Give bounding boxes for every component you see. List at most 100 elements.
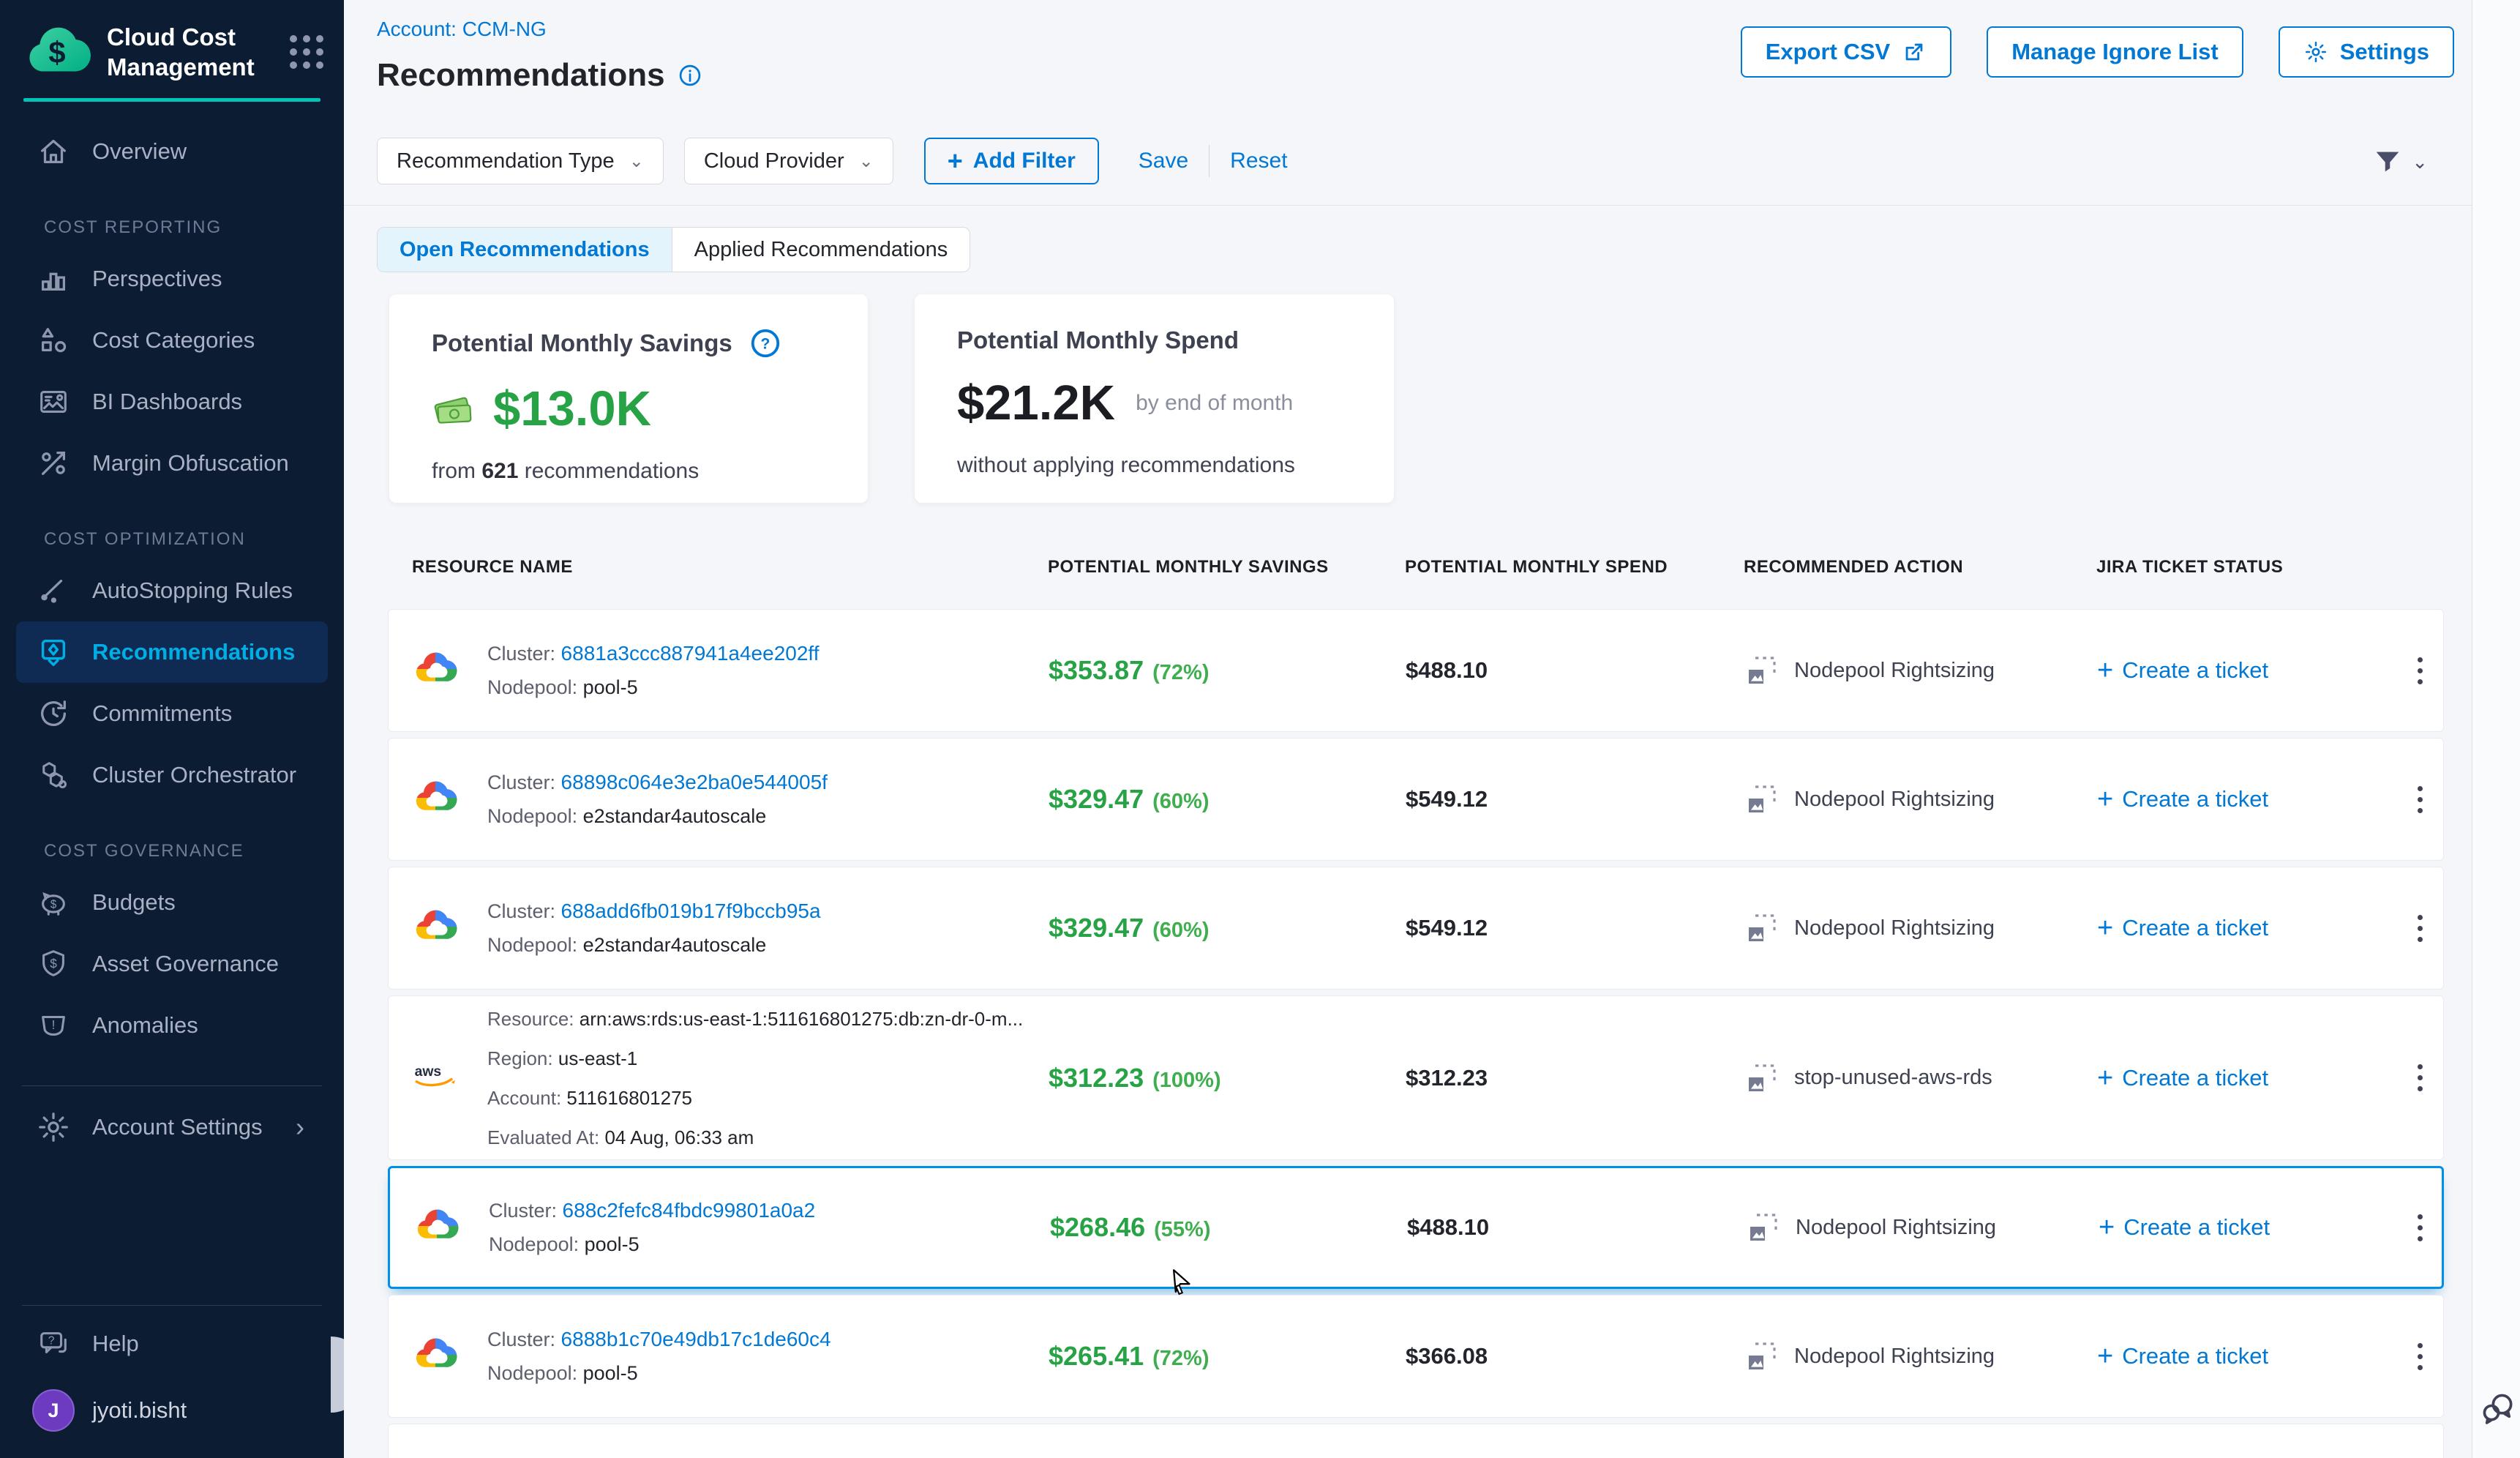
- home-icon: [41, 139, 66, 164]
- cloud-provider-dropdown[interactable]: Cloud Provider ⌄: [683, 138, 893, 184]
- resource-label: Nodepool:: [489, 1233, 580, 1255]
- clock-refresh-icon: [41, 700, 66, 726]
- row-menu-button[interactable]: [2406, 779, 2434, 820]
- settings-label: Settings: [2339, 39, 2429, 64]
- recommendation-type-dropdown[interactable]: Recommendation Type ⌄: [377, 138, 664, 184]
- sidebar-item-perspectives[interactable]: Perspectives: [0, 248, 344, 310]
- sidebar-item-recommendations[interactable]: Recommendations: [16, 621, 328, 683]
- tab-applied-recommendations[interactable]: Applied Recommendations: [694, 237, 948, 261]
- manage-ignore-list-button[interactable]: Manage Ignore List: [1987, 26, 2243, 78]
- module-grid-icon[interactable]: [290, 35, 323, 69]
- row-menu-button[interactable]: [2406, 1057, 2434, 1099]
- recommended-action-label: Nodepool Rightsizing: [1794, 916, 1995, 940]
- section-cost-optimization: COST OPTIMIZATION: [44, 529, 246, 549]
- question-icon[interactable]: ?: [749, 326, 782, 360]
- resource-label: Cluster:: [489, 1200, 558, 1222]
- chevron-down-icon: ⌄: [629, 151, 644, 171]
- sidebar-item-label: Overview: [92, 138, 187, 164]
- sidebar-item-bi-dashboards[interactable]: BI Dashboards: [0, 371, 344, 433]
- spend-amount: $366.08: [1406, 1343, 1488, 1369]
- row-menu-button[interactable]: [2406, 650, 2434, 692]
- resource-link[interactable]: 6888b1c70e49db17c1de60c4: [560, 1328, 831, 1350]
- sidebar-item-account-settings[interactable]: Account Settings ›: [0, 1096, 344, 1158]
- breadcrumb-account-link[interactable]: Account: CCM-NG: [377, 18, 547, 40]
- resource-label: Evaluated At:: [487, 1126, 600, 1148]
- resource-value: 511616801275: [566, 1086, 692, 1109]
- shield-alert-icon: !: [42, 1015, 65, 1036]
- chevron-down-icon: ⌄: [2412, 150, 2428, 173]
- add-filter-button[interactable]: + Add Filter: [923, 138, 1099, 184]
- table-row[interactable]: Cluster: 6881a3ccc887941a4ee202ff Nodepo…: [388, 609, 2444, 732]
- resource-label: Nodepool:: [487, 676, 578, 698]
- sidebar-item-overview[interactable]: Overview: [0, 121, 344, 182]
- money-icon: [434, 397, 472, 424]
- user-menu[interactable]: J jyoti.bisht: [0, 1375, 344, 1458]
- app-title: Cloud Cost Management: [107, 23, 255, 81]
- create-ticket-button[interactable]: + Create a ticket: [2097, 1342, 2397, 1370]
- sidebar-item-help[interactable]: ? Help: [0, 1313, 344, 1375]
- row-menu-button[interactable]: [2406, 1207, 2434, 1249]
- external-link-icon: [1905, 43, 1923, 61]
- aws-logo-icon: aws: [413, 1057, 487, 1099]
- create-ticket-button[interactable]: + Create a ticket: [2097, 914, 2397, 942]
- gcp-logo-icon: [413, 650, 487, 692]
- save-filter-link[interactable]: Save: [1138, 149, 1189, 173]
- table-row[interactable]: Cluster: 68898c064e3e2ba0e544005f Nodepo…: [388, 738, 2444, 861]
- sidebar-item-margin-obfuscation[interactable]: Margin Obfuscation: [0, 433, 344, 494]
- resource-value: pool-5: [582, 1362, 638, 1384]
- resource-value: arn:aws:rds:us-east-1:511616801275:db:zn…: [579, 1007, 1024, 1030]
- resource-label: Nodepool:: [487, 1362, 578, 1384]
- create-ticket-button[interactable]: + Create a ticket: [2097, 1064, 2397, 1092]
- sidebar-item-cluster-orchestrator[interactable]: Cluster Orchestrator: [0, 744, 344, 806]
- settings-button[interactable]: Settings: [2278, 26, 2454, 78]
- support-chat-icon[interactable]: [2478, 1389, 2516, 1427]
- row-menu-button[interactable]: [2406, 908, 2434, 949]
- resource-link[interactable]: 68898c064e3e2ba0e544005f: [560, 771, 828, 793]
- col-recommended-action: RECOMMENDED ACTION: [1744, 557, 1964, 577]
- sidebar-item-asset-governance[interactable]: $ Asset Governance: [0, 933, 344, 995]
- gear-icon: [39, 1113, 68, 1142]
- resource-label: Nodepool:: [487, 805, 578, 827]
- resource-value: us-east-1: [558, 1047, 638, 1069]
- sidebar-item-anomalies[interactable]: ! Anomalies: [0, 995, 344, 1056]
- savings-value: $13.0K: [493, 381, 652, 436]
- info-icon[interactable]: [677, 62, 703, 89]
- export-csv-button[interactable]: Export CSV: [1740, 26, 1952, 78]
- export-csv-label: Export CSV: [1765, 39, 1891, 64]
- svg-text:$: $: [50, 956, 57, 971]
- sidebar-item-cost-categories[interactable]: Cost Categories: [0, 310, 344, 371]
- resource-label: Cluster:: [487, 900, 556, 922]
- reset-filter-link[interactable]: Reset: [1230, 149, 1288, 173]
- gcp-logo-icon: [413, 908, 487, 949]
- table-row-highlighted[interactable]: Cluster: 688c2fefc84fbdc99801a0a2 Nodepo…: [388, 1166, 2444, 1289]
- chevron-right-icon: ›: [296, 1112, 304, 1142]
- create-ticket-button[interactable]: + Create a ticket: [2097, 657, 2397, 684]
- create-ticket-button[interactable]: + Create a ticket: [2097, 785, 2397, 813]
- sidebar-item-commitments[interactable]: Commitments: [0, 683, 344, 744]
- table-row[interactable]: aws Resource: arn:aws:rds:us-east-1:5116…: [388, 995, 2444, 1160]
- table-row[interactable]: Cluster: 688add6fb019b17f9bccb95a Nodepo…: [388, 867, 2444, 990]
- filter-divider: [1209, 145, 1210, 177]
- create-ticket-button[interactable]: + Create a ticket: [2099, 1214, 2399, 1241]
- sidebar-item-label: Asset Governance: [92, 951, 280, 976]
- page-header: Account: CCM-NG Recommendations Export C…: [344, 0, 2472, 117]
- resource-link[interactable]: 688c2fefc84fbdc99801a0a2: [562, 1199, 816, 1222]
- resource-link[interactable]: 6881a3ccc887941a4ee202ff: [560, 642, 820, 665]
- tab-open-recommendations[interactable]: Open Recommendations: [378, 228, 672, 272]
- spend-amount: $488.10: [1407, 1214, 1490, 1240]
- resource-link[interactable]: 688add6fb019b17f9bccb95a: [560, 900, 821, 922]
- table-row[interactable]: Cluster: 6886e92f59a48cad86b5b1c6 $244.0…: [388, 1424, 2444, 1458]
- filter-panel-toggle[interactable]: ⌄: [2371, 145, 2428, 179]
- rightsizing-icon: [1749, 1063, 1776, 1091]
- resource-value: e2standar4autoscale: [582, 934, 767, 956]
- hexagons-gear-icon: [42, 762, 67, 789]
- sidebar-item-budgets[interactable]: $ Budgets: [0, 872, 344, 933]
- col-potential-monthly-spend: POTENTIAL MONTHLY SPEND: [1405, 557, 1668, 577]
- sidebar-item-autostopping-rules[interactable]: AutoStopping Rules: [0, 560, 344, 621]
- resource-value: e2standar4autoscale: [582, 805, 767, 827]
- table-row[interactable]: Cluster: 6888b1c70e49db17c1de60c4 Nodepo…: [388, 1295, 2444, 1418]
- sidebar-item-label: Account Settings: [92, 1114, 263, 1140]
- module-accent-rule: [23, 98, 320, 102]
- row-menu-button[interactable]: [2406, 1336, 2434, 1377]
- recommendations-tabs: Open Recommendations Applied Recommendat…: [377, 227, 971, 272]
